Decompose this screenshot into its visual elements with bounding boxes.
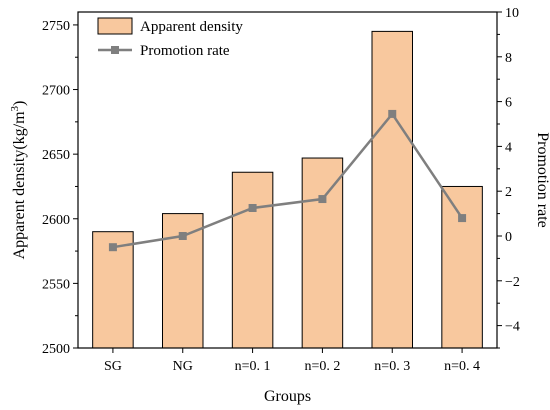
legend-label-promotion-rate: Promotion rate xyxy=(140,43,230,59)
x-tick-label-3: n=0. 2 xyxy=(304,359,340,374)
right-tick-label-5: 6 xyxy=(505,96,512,111)
left-tick-label-0: 2500 xyxy=(42,342,70,357)
left-tick-label-1: 2550 xyxy=(42,277,70,292)
x-axis-label: Groups xyxy=(264,388,311,405)
left-tick-label-4: 2700 xyxy=(42,84,70,99)
bar-series-apparent-density xyxy=(92,30,483,349)
left-axis-label: Apparent density(kg/m3) xyxy=(9,101,28,260)
legend-swatch-apparent-density xyxy=(97,17,133,35)
left-axis-label-sup: 3 xyxy=(9,105,21,111)
right-tick-label-4: 4 xyxy=(505,140,512,155)
x-tick-label-1: NG xyxy=(173,359,193,374)
right-axis-label: Promotion rate xyxy=(534,132,550,228)
line-point-2 xyxy=(248,204,257,212)
x-tick-label-4: n=0. 3 xyxy=(374,359,410,374)
x-tick-label-2: n=0. 1 xyxy=(235,359,271,374)
right-tick-label-2: 0 xyxy=(505,230,512,245)
right-tick-label-7: 10 xyxy=(505,6,519,21)
line-point-0 xyxy=(108,243,117,252)
left-tick-label-5: 2750 xyxy=(42,19,70,34)
plot-frame xyxy=(77,11,498,349)
bar-2 xyxy=(231,171,274,349)
right-tick-label-1: −2 xyxy=(505,275,520,290)
right-tick-label-0: −4 xyxy=(505,320,520,335)
left-axis-label-close: ) xyxy=(11,101,28,106)
legend: Apparent density Promotion rate xyxy=(97,17,243,59)
left-axis-label-text: Apparent density(kg/m xyxy=(11,111,28,260)
legend-marker-promotion-rate xyxy=(111,46,119,54)
x-axis: SG NG n=0. 1 n=0. 2 n=0. 3 n=0. 4 xyxy=(104,348,480,374)
bar-5 xyxy=(441,185,483,349)
line-point-5 xyxy=(458,214,467,223)
line-point-1 xyxy=(178,232,187,240)
promotion-rate-line xyxy=(112,111,464,249)
x-tick-label-0: SG xyxy=(104,359,122,374)
left-axis: 2500 2550 2600 2650 2700 2750 xyxy=(42,19,78,357)
bar-3 xyxy=(301,157,344,349)
line-series-promotion-rate xyxy=(108,109,467,252)
line-point-3 xyxy=(318,195,327,204)
bar-4 xyxy=(371,30,414,349)
legend-label-apparent-density: Apparent density xyxy=(140,19,243,35)
x-tick-label-5: n=0. 4 xyxy=(444,359,480,374)
left-tick-label-2: 2600 xyxy=(42,213,70,228)
line-point-4 xyxy=(388,109,397,118)
right-axis: −4 −2 0 2 4 6 8 10 xyxy=(497,6,520,349)
left-tick-label-3: 2650 xyxy=(42,148,70,163)
right-tick-label-3: 2 xyxy=(505,185,512,200)
right-tick-label-6: 8 xyxy=(505,51,512,66)
